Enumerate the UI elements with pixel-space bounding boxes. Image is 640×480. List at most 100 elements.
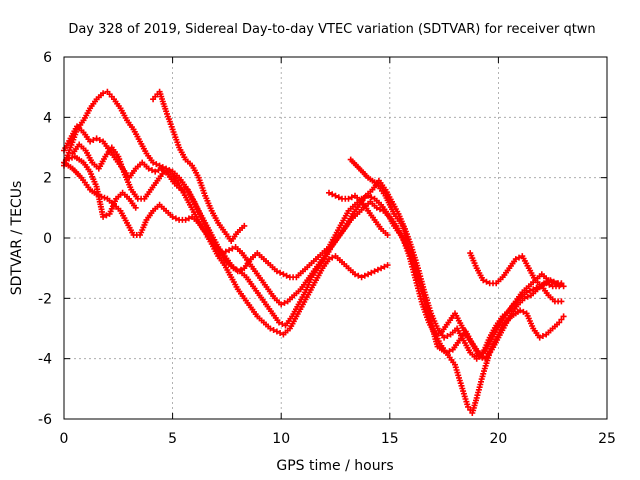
- data-point: [185, 215, 192, 222]
- data-point: [326, 189, 332, 196]
- data-point: [226, 247, 233, 254]
- data-point: [329, 254, 336, 261]
- data-point: [381, 263, 388, 270]
- data-point: [530, 286, 537, 293]
- data-series: [347, 156, 493, 416]
- data-point: [476, 353, 483, 360]
- data-series: [150, 88, 248, 244]
- data-point: [233, 266, 240, 273]
- y-axis-label: SDTVAR / TECUs: [9, 181, 25, 296]
- y-tick-label: -6: [38, 412, 52, 428]
- data-point: [329, 191, 336, 198]
- data-point: [276, 319, 282, 326]
- x-axis-label: GPS time / hours: [276, 458, 393, 474]
- data-point: [558, 280, 565, 287]
- data-point: [101, 194, 108, 201]
- data-point: [87, 138, 94, 145]
- data-point: [446, 348, 453, 355]
- x-tick-label: 15: [381, 431, 399, 447]
- y-tick-label: 2: [43, 171, 52, 187]
- data-point: [352, 271, 358, 278]
- data-point: [281, 299, 288, 306]
- y-tick-label: 4: [43, 110, 52, 126]
- data-point: [545, 277, 552, 284]
- x-tick-label: 20: [489, 431, 507, 447]
- data-series: [326, 189, 391, 238]
- data-point: [273, 328, 280, 335]
- data-point: [241, 222, 248, 229]
- data-point: [273, 268, 280, 275]
- data-points: [61, 88, 567, 416]
- data-point: [153, 161, 160, 168]
- data-point: [546, 281, 553, 288]
- data-point: [280, 271, 287, 278]
- data-point: [66, 155, 73, 162]
- data-point: [169, 213, 176, 220]
- data-point: [378, 265, 385, 272]
- data-point: [229, 245, 236, 252]
- y-tick-label: 6: [43, 50, 52, 66]
- data-point: [365, 271, 372, 278]
- data-point: [267, 325, 274, 332]
- data-series: [467, 250, 565, 305]
- data-point: [150, 159, 157, 166]
- y-tick-label: -2: [38, 291, 52, 307]
- data-point: [345, 195, 352, 202]
- data-point: [384, 232, 391, 238]
- data-point: [368, 269, 375, 276]
- data-point: [149, 167, 155, 174]
- data-point: [512, 256, 519, 263]
- data-point: [558, 316, 565, 323]
- data-point: [100, 90, 107, 97]
- data-point: [358, 274, 365, 281]
- axis-ticks: 0 5 10 15 20 25 -6 -4 -2 0 2 4 6: [38, 50, 616, 447]
- data-point: [152, 168, 159, 175]
- data-point: [332, 192, 339, 199]
- data-point: [270, 327, 277, 333]
- data-point: [371, 268, 378, 275]
- data-series: [63, 153, 139, 220]
- x-tick-label: 0: [60, 431, 69, 447]
- data-point: [373, 204, 380, 211]
- data-point: [526, 287, 533, 294]
- data-series: [61, 159, 391, 338]
- data-point: [539, 333, 546, 339]
- data-series: [473, 307, 567, 362]
- data-point: [103, 212, 110, 219]
- data-point: [326, 256, 332, 263]
- data-series: [69, 141, 565, 362]
- data-point: [155, 167, 162, 174]
- chart-title: Day 328 of 2019, Sidereal Day-to-day VTE…: [68, 22, 595, 37]
- data-point: [145, 165, 152, 172]
- data-point: [230, 265, 237, 272]
- data-point: [335, 194, 342, 201]
- data-point: [277, 269, 284, 276]
- data-point: [374, 266, 381, 273]
- grid-lines: [64, 57, 607, 419]
- data-point: [368, 194, 375, 201]
- data-point: [517, 307, 524, 314]
- data-point: [543, 280, 550, 287]
- x-tick-label: 25: [598, 431, 616, 447]
- data-point: [560, 313, 567, 320]
- data-point: [533, 284, 540, 291]
- data-point: [222, 248, 229, 255]
- data-point: [441, 334, 448, 341]
- data-point: [100, 213, 107, 220]
- data-point: [277, 330, 284, 336]
- data-point: [96, 137, 103, 143]
- data-point: [444, 333, 451, 339]
- data-point: [348, 194, 355, 201]
- data-point: [520, 308, 527, 315]
- data-point: [361, 272, 368, 279]
- x-tick-label: 5: [168, 431, 177, 447]
- data-point: [524, 293, 531, 300]
- y-tick-label: 0: [43, 231, 52, 247]
- data-point: [90, 137, 97, 143]
- data-series: [61, 123, 563, 359]
- data-point: [473, 352, 480, 359]
- data-point: [283, 272, 290, 279]
- data-point: [480, 277, 487, 284]
- y-tick-label: -4: [38, 352, 52, 368]
- x-tick-label: 10: [272, 431, 290, 447]
